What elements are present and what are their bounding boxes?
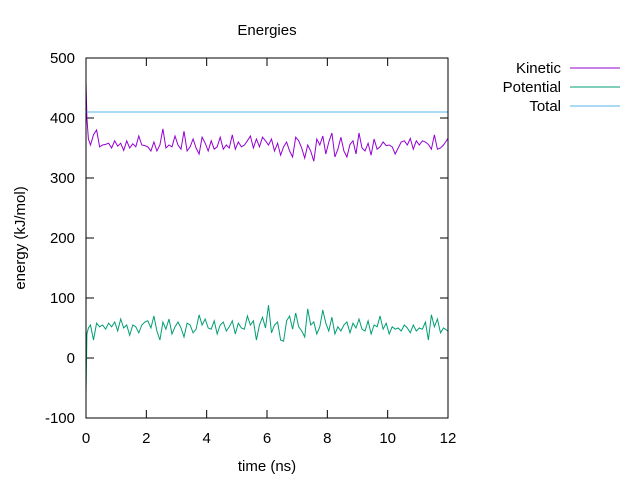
y-axis-label: energy (kJ/mol) (12, 186, 29, 289)
legend-label-kinetic: Kinetic (516, 60, 562, 77)
y-tick-label: 300 (50, 170, 75, 187)
x-tick-label: 4 (202, 430, 210, 447)
plot-frame (85, 57, 449, 419)
y-tick-label: 400 (50, 110, 75, 127)
x-axis-label: time (ns) (238, 458, 296, 475)
series-lines (85, 81, 449, 395)
x-tick-label: 8 (323, 430, 331, 447)
legend-label-potential: Potential (503, 79, 561, 96)
x-tick-label: 12 (440, 430, 457, 447)
x-tick-labels: 0 2 4 6 8 10 12 (82, 430, 457, 447)
y-tick-labels: -100 0 100 200 300 400 500 (45, 50, 75, 427)
x-tick-label: 10 (379, 430, 396, 447)
y-tick-label: 0 (67, 350, 75, 367)
y-tick-label: 100 (50, 290, 75, 307)
series-line-potential (85, 305, 449, 395)
y-tick-label: -100 (45, 410, 75, 427)
series-line-kinetic (85, 81, 449, 162)
legend-label-total: Total (529, 98, 561, 115)
chart-title: Energies (237, 22, 296, 39)
x-tick-label: 2 (142, 430, 150, 447)
legend: Kinetic Potential Total (503, 60, 620, 115)
y-tick-label: 200 (50, 230, 75, 247)
x-tick-label: 6 (263, 430, 271, 447)
x-tick-label: 0 (82, 430, 90, 447)
y-tick-label: 500 (50, 50, 75, 67)
